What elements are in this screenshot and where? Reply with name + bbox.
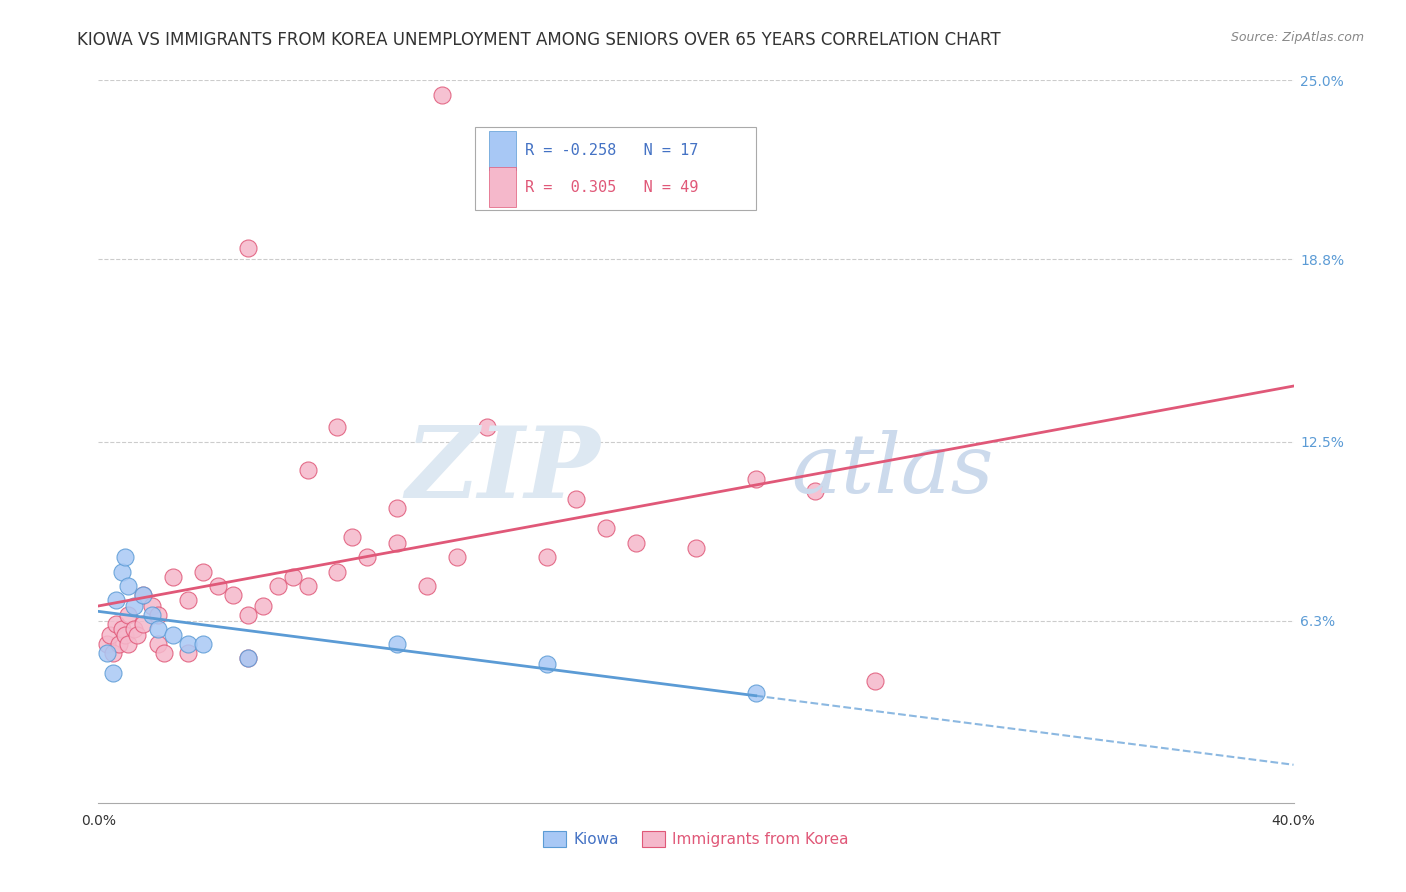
Point xyxy=(685,541,707,556)
Point xyxy=(191,565,214,579)
Text: ZIP: ZIP xyxy=(405,422,600,518)
Point xyxy=(222,588,245,602)
Text: R =  0.305   N = 49: R = 0.305 N = 49 xyxy=(524,179,699,194)
Point xyxy=(96,637,118,651)
Point xyxy=(416,579,439,593)
Legend: Kiowa, Immigrants from Korea: Kiowa, Immigrants from Korea xyxy=(537,825,855,853)
Point xyxy=(252,599,274,614)
Point xyxy=(148,637,170,651)
Text: atlas: atlas xyxy=(792,431,994,510)
Point xyxy=(148,607,170,622)
Point xyxy=(595,521,617,535)
Point xyxy=(385,535,409,549)
Point xyxy=(356,550,378,565)
Point xyxy=(236,607,259,622)
Point xyxy=(536,657,558,671)
Point xyxy=(207,579,229,593)
Point xyxy=(111,565,134,579)
Point xyxy=(326,420,349,434)
Point xyxy=(177,646,200,660)
Point xyxy=(297,463,319,477)
Point xyxy=(626,535,648,549)
Point xyxy=(865,674,887,689)
Point xyxy=(446,550,468,565)
Point xyxy=(103,665,125,680)
Point xyxy=(124,623,146,637)
Point xyxy=(342,530,364,544)
Point xyxy=(114,628,136,642)
Point xyxy=(162,628,184,642)
Point xyxy=(132,588,155,602)
Point xyxy=(177,593,200,607)
Point xyxy=(96,646,118,660)
Point xyxy=(105,616,128,631)
Point xyxy=(162,570,184,584)
Point xyxy=(117,637,139,651)
Point xyxy=(236,651,259,665)
Point xyxy=(111,623,134,637)
Text: KIOWA VS IMMIGRANTS FROM KOREA UNEMPLOYMENT AMONG SENIORS OVER 65 YEARS CORRELAT: KIOWA VS IMMIGRANTS FROM KOREA UNEMPLOYM… xyxy=(77,31,1001,49)
Point xyxy=(124,599,146,614)
Point xyxy=(236,241,259,255)
Point xyxy=(132,588,155,602)
Point xyxy=(103,646,125,660)
Point xyxy=(141,599,163,614)
Text: Source: ZipAtlas.com: Source: ZipAtlas.com xyxy=(1230,31,1364,45)
FancyBboxPatch shape xyxy=(489,130,516,170)
Point xyxy=(804,483,827,498)
Point xyxy=(114,550,136,565)
Point xyxy=(108,637,131,651)
Point xyxy=(565,492,588,507)
Point xyxy=(326,565,349,579)
Point xyxy=(385,501,409,516)
Point xyxy=(117,579,139,593)
Point xyxy=(127,628,149,642)
Point xyxy=(153,646,176,660)
Point xyxy=(281,570,304,584)
Point xyxy=(385,637,409,651)
Point xyxy=(430,87,453,102)
Point xyxy=(177,637,200,651)
Text: R = -0.258   N = 17: R = -0.258 N = 17 xyxy=(524,143,699,158)
Point xyxy=(475,420,498,434)
Point xyxy=(98,628,122,642)
Point xyxy=(148,623,170,637)
FancyBboxPatch shape xyxy=(489,167,516,207)
Point xyxy=(267,579,290,593)
Point xyxy=(745,686,768,700)
FancyBboxPatch shape xyxy=(475,128,756,211)
Point xyxy=(141,607,163,622)
Point xyxy=(536,550,558,565)
Point xyxy=(105,593,128,607)
Point xyxy=(117,607,139,622)
Point xyxy=(745,472,768,486)
Point xyxy=(236,651,259,665)
Point xyxy=(297,579,319,593)
Point xyxy=(132,616,155,631)
Point xyxy=(191,637,214,651)
